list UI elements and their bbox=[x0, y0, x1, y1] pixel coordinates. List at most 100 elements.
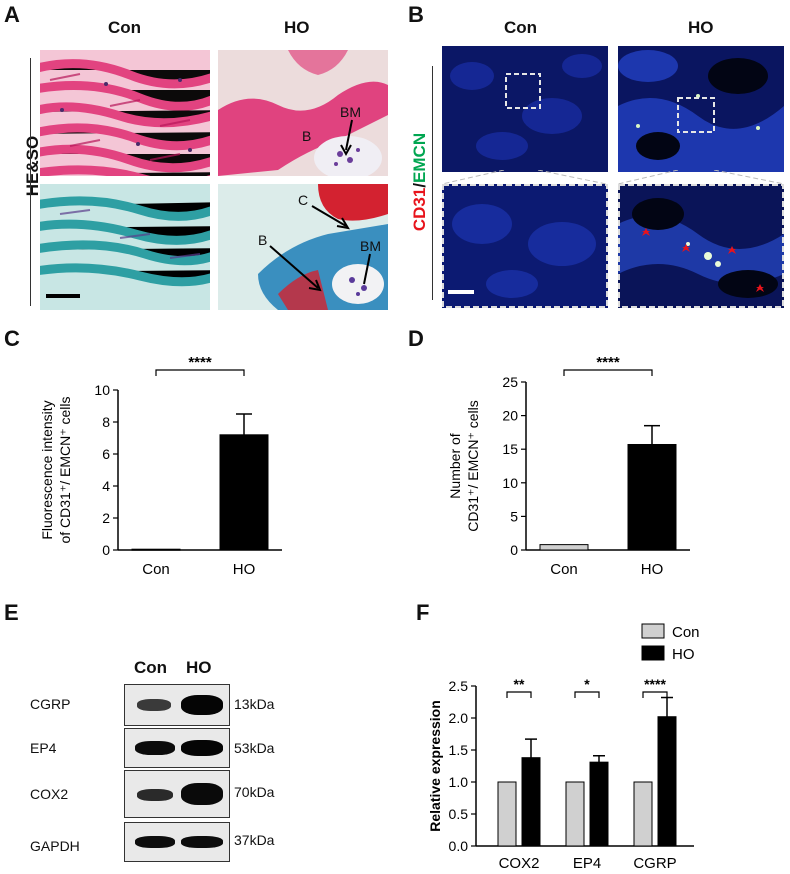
significance-label: **** bbox=[596, 354, 620, 371]
wb-label-gapdh: GAPDH bbox=[30, 838, 80, 854]
he-ho-image bbox=[218, 50, 388, 176]
panel-d-letter: D bbox=[408, 326, 424, 351]
y-tick-label: 5 bbox=[510, 508, 518, 524]
y-tick-label: 0 bbox=[510, 542, 518, 558]
y-tick-label: 6 bbox=[102, 446, 110, 462]
bar-cox2-con bbox=[497, 781, 517, 847]
so-ho-image bbox=[218, 184, 388, 310]
wb-band-ep4-con bbox=[135, 741, 175, 755]
panel-a-ho-header: HO bbox=[284, 18, 310, 37]
legend-label-con: Con bbox=[672, 624, 700, 641]
bar-cgrp-ho bbox=[657, 716, 677, 847]
y-tick-label: 0 bbox=[102, 542, 110, 558]
bar-ep4-ho bbox=[589, 761, 609, 847]
x-tick-label: Con bbox=[550, 561, 578, 578]
wb-ho-header: HO bbox=[186, 658, 212, 677]
wb-kda-cox2: 70kDa bbox=[234, 784, 275, 800]
x-tick-label: HO bbox=[641, 561, 664, 578]
if-con-zoom-image bbox=[442, 184, 608, 308]
y-tick-label: 2.0 bbox=[449, 710, 469, 726]
significance-bracket bbox=[563, 369, 653, 376]
wb-kda-ep4: 53kDa bbox=[234, 740, 275, 756]
panel-b-row-label: CD31/EMCN bbox=[410, 132, 429, 232]
if-ho-zoom-image bbox=[618, 184, 784, 308]
y-tick-label: 0.5 bbox=[449, 806, 469, 822]
panel-c-letter: C bbox=[4, 326, 20, 351]
panel-a-con-header: Con bbox=[108, 18, 142, 37]
he-con-image bbox=[40, 50, 210, 176]
y-tick-label: 0.0 bbox=[449, 838, 469, 854]
wb-label-cox2: COX2 bbox=[30, 786, 69, 802]
bar-con bbox=[131, 548, 181, 551]
x-tick-label: HO bbox=[233, 561, 256, 578]
x-tick-label: EP4 bbox=[573, 855, 601, 872]
legend-swatch-con bbox=[641, 623, 665, 639]
wb-band-ep4-ho bbox=[181, 740, 223, 756]
he-ho-label-b: B bbox=[302, 128, 312, 144]
y-tick-label: 8 bbox=[102, 414, 110, 430]
legend-swatch-ho bbox=[641, 645, 665, 661]
bar-cox2-ho bbox=[521, 757, 541, 847]
y-tick-label: 2 bbox=[102, 510, 110, 526]
significance-label: **** bbox=[644, 676, 666, 692]
wb-label-cgrp: CGRP bbox=[30, 696, 71, 712]
significance-label: * bbox=[584, 676, 590, 692]
y-axis-title-line1: Number of bbox=[447, 433, 463, 498]
y-axis-title-line2: CD31⁺/ EMCN⁺ cells bbox=[465, 400, 481, 531]
significance-label: ** bbox=[514, 676, 525, 692]
panel-e-letter: E bbox=[4, 600, 19, 625]
y-tick-label: 25 bbox=[502, 374, 518, 390]
y-axis-title: Relative expression bbox=[427, 700, 443, 832]
y-tick-label: 15 bbox=[502, 441, 518, 457]
panel-b-divider bbox=[432, 66, 433, 300]
bar-con bbox=[539, 544, 589, 551]
wb-kda-gapdh: 37kDa bbox=[234, 832, 275, 848]
x-tick-label: COX2 bbox=[499, 855, 540, 872]
wb-con-header: Con bbox=[134, 658, 168, 677]
wb-blot-cgrp bbox=[124, 684, 230, 726]
so-ho-label-b: B bbox=[258, 232, 268, 248]
wb-kda-cgrp: 13kDa bbox=[234, 696, 275, 712]
significance-bracket bbox=[506, 691, 532, 698]
wb-band-cox2-ho bbox=[181, 783, 223, 805]
chart-c: 0 2 4 6 8 10 Con HO **** Fluorescence intensity of… bbox=[39, 354, 282, 578]
significance-bracket bbox=[574, 691, 600, 698]
x-tick-label: CGRP bbox=[633, 855, 676, 872]
y-tick-label: 1.5 bbox=[449, 742, 469, 758]
so-con-image bbox=[40, 184, 210, 310]
y-tick-label: 10 bbox=[94, 382, 110, 398]
wb-blot-cox2 bbox=[124, 770, 230, 818]
chart-d: 0 5 10 15 20 25 Con HO **** Number of CD31⁺/ EMCN⁺… bbox=[447, 354, 690, 578]
panel-a-divider bbox=[30, 58, 31, 306]
bar-ep4-con bbox=[565, 781, 585, 847]
bar-ho bbox=[219, 434, 269, 551]
panel-a-letter: A bbox=[4, 2, 20, 27]
wb-band-gapdh-con bbox=[135, 836, 175, 848]
significance-bracket bbox=[155, 369, 245, 376]
wb-band-cgrp-ho bbox=[181, 695, 223, 715]
y-axis-title-line2: of CD31⁺/ EMCN⁺ cells bbox=[57, 396, 73, 543]
so-ho-arrows bbox=[269, 205, 371, 292]
y-tick-label: 10 bbox=[502, 475, 518, 491]
legend-label-ho: HO bbox=[672, 646, 695, 663]
so-ho-label-bm: BM bbox=[360, 238, 381, 254]
y-tick-label: 1.0 bbox=[449, 774, 469, 790]
panel-b-ho-header: HO bbox=[688, 18, 714, 37]
panel-f-letter: F bbox=[416, 600, 430, 625]
so-ho-label-c: C bbox=[298, 192, 309, 208]
chart-f: 0.0 0.5 1.0 1.5 2.0 2.5 ** COX2 * EP4 **** CGRP Rela… bbox=[427, 623, 700, 872]
panel-b-letter: B bbox=[408, 2, 424, 27]
wb-blot-gapdh bbox=[124, 822, 230, 862]
wb-blot-ep4 bbox=[124, 728, 230, 768]
y-axis-title-line1: Fluorescence intensity bbox=[39, 400, 55, 539]
wb-label-ep4: EP4 bbox=[30, 740, 57, 756]
panel-b-con-header: Con bbox=[504, 18, 538, 37]
y-tick-label: 2.5 bbox=[449, 678, 469, 694]
bar-ho bbox=[627, 443, 677, 551]
significance-bracket bbox=[642, 691, 668, 698]
zoom-lines bbox=[441, 170, 785, 185]
he-ho-arrow bbox=[340, 119, 353, 157]
x-tick-label: Con bbox=[142, 561, 170, 578]
he-ho-label-bm: BM bbox=[340, 104, 361, 120]
wb-band-cgrp-con bbox=[137, 699, 171, 711]
